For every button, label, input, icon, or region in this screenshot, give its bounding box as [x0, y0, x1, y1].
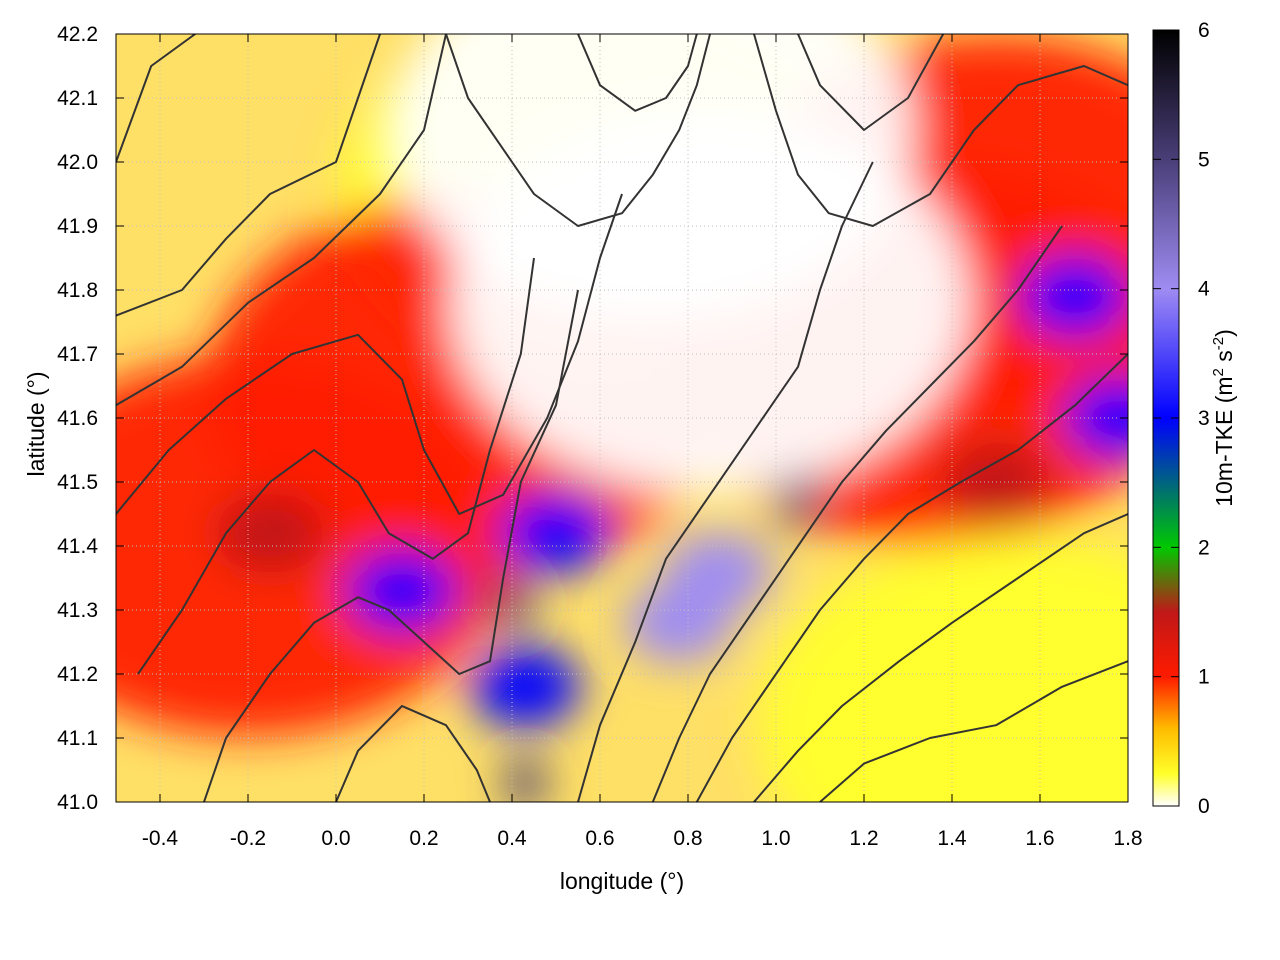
y-tick-label: 41.8	[57, 279, 98, 302]
colorbar-tick-label: 5	[1198, 148, 1210, 171]
grid	[116, 34, 1128, 802]
contour-13	[445, 34, 711, 227]
colorbar-label-end: )	[1211, 329, 1237, 337]
colorbar-ticks: 0 1 2 3 4 5 6	[1153, 19, 1210, 818]
y-tick-label: 41.6	[57, 407, 98, 430]
y-tick-label: 41.9	[57, 215, 98, 238]
field-region-wedge-white	[450, 112, 970, 493]
field-region-southeast-yellow	[758, 535, 1128, 802]
colorbar-tick-label: 2	[1198, 536, 1210, 559]
x-tick-label: 0.6	[585, 827, 614, 850]
y-axis: 41.0 41.1 41.2 41.3 41.4 41.5 41.6 41.7 41.8 41.9…	[57, 23, 1128, 814]
y-tick-label: 41.3	[57, 599, 98, 622]
colorbar-tick-label: 0	[1198, 795, 1210, 818]
contour-9	[651, 225, 1063, 802]
x-tick-label: 0.8	[673, 827, 702, 850]
x-tick-label: 1.0	[761, 827, 790, 850]
y-tick-label: 42.2	[57, 23, 98, 46]
field-region-purple-south	[470, 646, 581, 727]
field-region-blackish-peak-2	[776, 475, 820, 528]
colorbar-label-sup2: -2	[1210, 337, 1227, 350]
x-axis-label: longitude (°)	[560, 868, 684, 894]
field-region-blue-east-streak	[1020, 256, 1128, 337]
contour-10	[695, 353, 1128, 802]
colorbar-tick-label: 4	[1198, 278, 1210, 301]
field-region-purple-ridge-2	[663, 531, 774, 612]
colorbar-label-sup1: 2	[1210, 368, 1227, 376]
contour-1	[116, 34, 196, 163]
contour-16	[797, 34, 945, 131]
field-region-blue-west-core	[347, 550, 457, 631]
y-tick-label: 42.1	[57, 87, 98, 110]
field-region-blue-purple-core	[501, 493, 611, 574]
terrain-contours	[116, 34, 1128, 802]
contour-4	[116, 193, 623, 515]
contour-15	[753, 34, 1128, 227]
colorbar-tick-label: 6	[1198, 19, 1210, 42]
x-tick-label: 0.0	[321, 827, 350, 850]
x-tick-label: 0.2	[409, 827, 438, 850]
field-region-blackish-peak-3	[503, 756, 548, 802]
contour-6	[203, 289, 579, 802]
colorbar-tick-label: 1	[1198, 666, 1210, 689]
colorbar-tick-label: 3	[1198, 407, 1210, 430]
x-tick-label: 1.6	[1025, 827, 1054, 850]
colorbar-label-main: 10m-TKE (m	[1211, 376, 1237, 506]
contour-8	[577, 161, 874, 802]
contour-7	[335, 705, 491, 802]
plot-area	[116, 34, 1128, 802]
x-tick-label: -0.2	[230, 827, 266, 850]
y-tick-label: 41.2	[57, 663, 98, 686]
contour-11	[753, 513, 1128, 802]
contour-5	[137, 257, 535, 675]
contour-14	[577, 34, 698, 112]
y-tick-label: 41.5	[57, 471, 98, 494]
contour-3	[116, 34, 447, 407]
contour-12	[819, 660, 1128, 802]
x-tick-label: 1.8	[1113, 827, 1142, 850]
y-tick-label: 41.1	[57, 727, 98, 750]
x-tick-label: 1.2	[849, 827, 878, 850]
x-tick-label: 1.4	[937, 827, 967, 850]
y-tick-label: 42.0	[57, 151, 98, 174]
x-tick-label: -0.4	[142, 827, 179, 850]
contour-2	[116, 34, 381, 317]
x-axis: -0.4 -0.2 0.0 0.2 0.4 0.6 0.8 1.0 1.2 1.4 1.6 1.8	[142, 34, 1143, 850]
tke-field	[116, 34, 1128, 802]
y-tick-label: 41.4	[57, 535, 98, 558]
colorbar-label-mid: s	[1211, 350, 1237, 368]
field-region-green-west	[215, 493, 325, 574]
y-axis-label: latitude (°)	[23, 371, 49, 476]
colorbar-label: 10m-TKE (m2 s-2)	[1210, 329, 1237, 507]
y-tick-label: 41.0	[57, 791, 98, 814]
x-tick-label: 0.4	[497, 827, 527, 850]
y-tick-label: 41.7	[57, 343, 98, 366]
